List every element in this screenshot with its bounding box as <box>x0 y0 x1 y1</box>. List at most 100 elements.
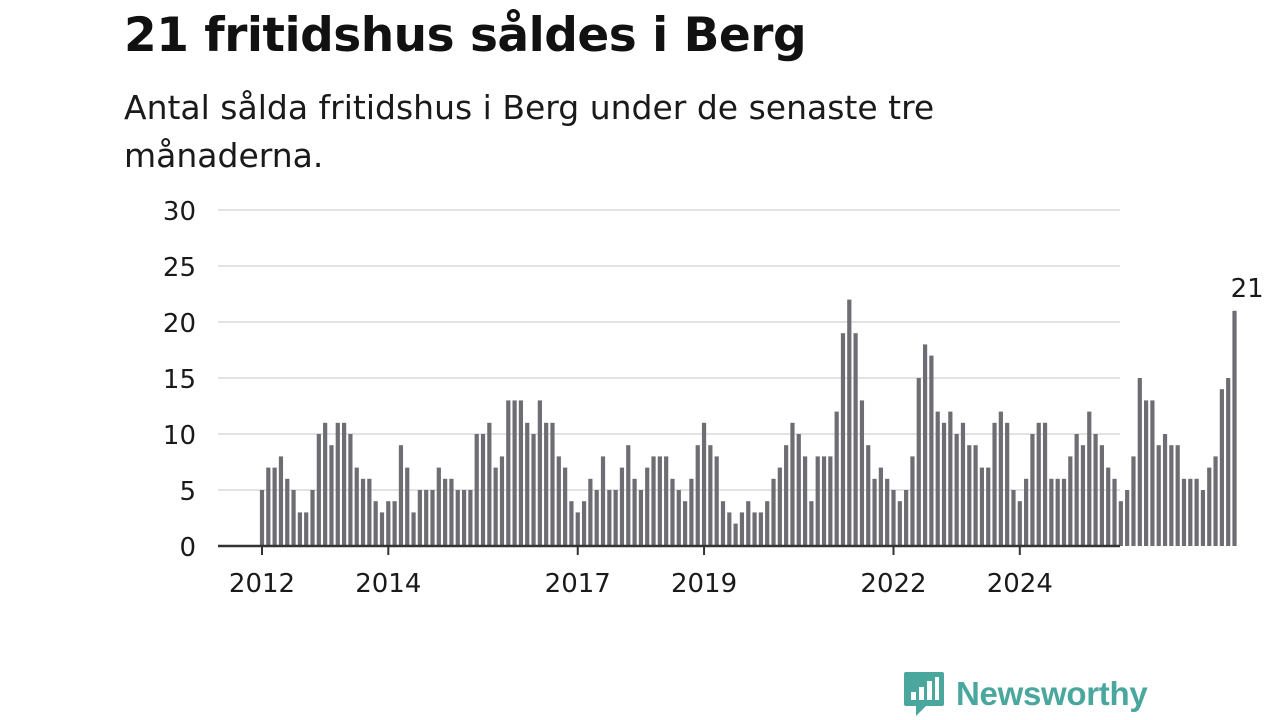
x-tick-label: 2014 <box>355 569 421 599</box>
bar <box>796 434 801 546</box>
bar <box>872 478 877 546</box>
bar <box>1093 434 1098 546</box>
bar <box>594 490 599 546</box>
bar <box>619 467 625 546</box>
tick-labels: 0 5 10 15 20 25 30 2012 2014 2017 2019 2022 2024 21 <box>163 197 1264 599</box>
bar <box>272 467 277 546</box>
bar <box>998 411 1003 546</box>
bar <box>1005 422 1010 546</box>
bar <box>904 490 909 546</box>
bar <box>613 490 618 546</box>
y-tick-label: 0 <box>179 533 196 563</box>
axes <box>218 544 1120 555</box>
bar <box>676 490 681 546</box>
bar <box>506 400 511 546</box>
bar <box>1017 501 1022 546</box>
bar <box>859 400 865 546</box>
bar <box>310 490 315 546</box>
bar <box>1049 478 1054 546</box>
bar <box>550 422 555 546</box>
bar <box>600 456 606 546</box>
bar <box>979 467 985 546</box>
bar <box>335 422 340 546</box>
bar <box>847 299 852 546</box>
y-tick-label: 15 <box>163 365 196 395</box>
bar <box>531 434 536 546</box>
x-tick-label: 2012 <box>229 569 295 599</box>
x-tick-label: 2019 <box>671 569 737 599</box>
bar <box>960 422 966 546</box>
bar <box>424 490 429 546</box>
bar <box>891 490 896 546</box>
bar <box>379 512 385 546</box>
bar <box>815 456 820 546</box>
bar <box>1024 478 1029 546</box>
bar <box>518 400 524 546</box>
y-tick-label: 20 <box>163 309 196 339</box>
y-tick-label: 30 <box>163 197 196 227</box>
bar <box>777 467 782 546</box>
bar <box>436 467 441 546</box>
bar <box>720 501 726 546</box>
bar <box>929 355 934 546</box>
y-tick-label: 25 <box>163 253 196 283</box>
bar <box>916 378 921 546</box>
bar <box>664 456 669 546</box>
bar <box>455 490 460 546</box>
bar <box>840 333 846 546</box>
bar <box>714 456 719 546</box>
bar <box>386 501 391 546</box>
bar <box>1188 478 1193 546</box>
bar <box>727 512 732 546</box>
bar <box>834 411 839 546</box>
bar <box>1112 478 1117 546</box>
bar <box>1099 445 1104 546</box>
bar <box>304 512 309 546</box>
bar <box>367 478 372 546</box>
bar <box>1131 456 1136 546</box>
bar <box>992 422 997 546</box>
bar <box>986 467 991 546</box>
bar <box>297 512 302 546</box>
bar <box>266 467 271 546</box>
bar <box>701 422 707 546</box>
bar <box>563 467 568 546</box>
bar <box>809 501 814 546</box>
bar <box>461 490 467 546</box>
bar <box>316 434 321 546</box>
bar <box>645 467 650 546</box>
bar <box>752 512 757 546</box>
bar <box>569 501 574 546</box>
bar <box>443 478 448 546</box>
chart-title: 21 fritidshus såldes i Berg <box>124 8 807 63</box>
x-tick-label: 2017 <box>545 569 611 599</box>
bar <box>632 478 637 546</box>
bar <box>695 445 700 546</box>
bar <box>771 478 776 546</box>
bar <box>556 456 561 546</box>
bar <box>291 490 296 546</box>
bar <box>1213 456 1218 546</box>
bar <box>417 490 422 546</box>
bar <box>493 467 498 546</box>
bar <box>430 490 435 546</box>
bar <box>935 411 940 546</box>
bar <box>922 344 928 546</box>
x-tick-label: 2022 <box>860 569 926 599</box>
bar <box>973 445 978 546</box>
bar <box>348 434 353 546</box>
bar <box>398 445 404 546</box>
y-tick-label: 5 <box>179 477 196 507</box>
bar <box>1150 400 1155 546</box>
bar <box>802 456 808 546</box>
x-tick-label: 2024 <box>987 569 1053 599</box>
bar <box>765 501 770 546</box>
bar <box>1181 478 1187 546</box>
bar <box>525 422 530 546</box>
bar <box>941 422 947 546</box>
bar <box>878 467 883 546</box>
bar <box>746 501 751 546</box>
bar <box>354 467 359 546</box>
bar <box>1207 467 1212 546</box>
bar <box>828 456 833 546</box>
